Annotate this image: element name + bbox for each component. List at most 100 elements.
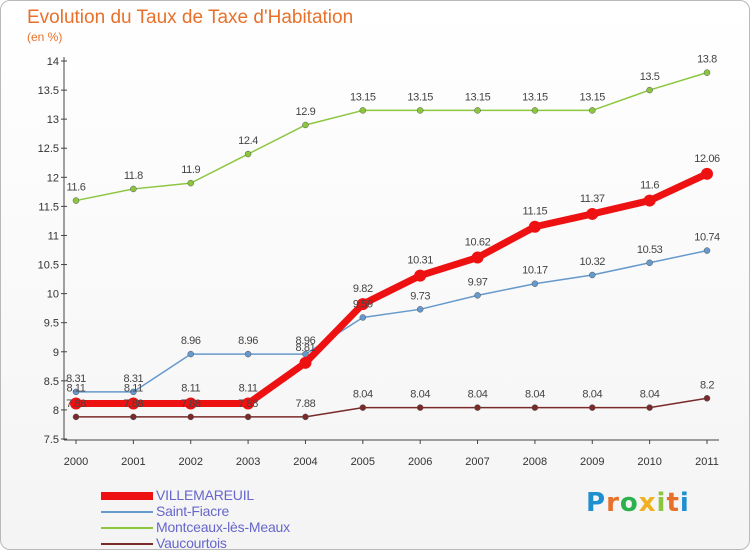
logo-letter: i xyxy=(656,488,667,518)
data-label-saint-fiacre: 10.32 xyxy=(580,256,606,268)
data-label-montceaux-les-meaux: 13.5 xyxy=(640,71,660,83)
data-point-montceaux-les-meaux xyxy=(531,107,539,114)
data-point-saint-fiacre xyxy=(187,350,194,358)
y-tick-label: 8 xyxy=(53,405,59,417)
x-tick-label: 2000 xyxy=(64,456,88,468)
data-point-villemareuil xyxy=(471,251,484,264)
data-label-montceaux-les-meaux: 13.15 xyxy=(407,91,433,103)
y-tick-label: 9 xyxy=(53,347,59,359)
data-point-villemareuil xyxy=(299,356,312,369)
data-point-saint-fiacre xyxy=(589,271,596,279)
logo-letter: x xyxy=(638,488,657,518)
data-point-villemareuil xyxy=(414,269,427,282)
data-point-saint-fiacre xyxy=(703,247,711,254)
x-tick-label: 2005 xyxy=(351,456,375,468)
y-tick-label: 13 xyxy=(47,114,59,126)
data-point-villemareuil xyxy=(701,167,713,180)
y-tick-label: 9.5 xyxy=(44,318,59,330)
data-label-saint-fiacre: 8.96 xyxy=(181,335,201,347)
data-label-saint-fiacre: 9.59 xyxy=(353,298,373,310)
data-label-vaucourtois: 8.04 xyxy=(640,389,660,401)
chart-title: Evolution du Taux de Taxe d'Habitation xyxy=(27,7,354,28)
data-point-saint-fiacre xyxy=(474,292,481,299)
data-label-vaucourtois: 8.2 xyxy=(700,379,714,391)
data-point-villemareuil xyxy=(643,194,656,207)
data-label-villemareuil: 10.31 xyxy=(407,255,433,267)
data-label-villemareuil: 10.62 xyxy=(465,237,491,249)
data-point-vaucourtois xyxy=(646,404,653,411)
data-point-saint-fiacre xyxy=(531,280,539,287)
data-point-montceaux-les-meaux xyxy=(646,86,653,94)
data-point-villemareuil xyxy=(528,220,541,233)
data-point-vaucourtois xyxy=(416,404,424,411)
data-label-montceaux-les-meaux: 13.15 xyxy=(465,91,491,103)
data-label-montceaux-les-meaux: 12.9 xyxy=(296,106,316,118)
data-point-montceaux-les-meaux xyxy=(302,121,309,129)
data-point-montceaux-les-meaux xyxy=(416,107,424,114)
data-point-villemareuil xyxy=(242,397,255,410)
logo-letter: o xyxy=(619,488,639,518)
data-label-vaucourtois: 8.04 xyxy=(582,389,602,401)
logo-letter: t xyxy=(666,488,680,518)
data-label-saint-fiacre: 10.74 xyxy=(694,232,720,244)
data-point-villemareuil xyxy=(586,207,599,220)
logo-letter: r xyxy=(606,488,620,518)
data-label-montceaux-les-meaux: 13.15 xyxy=(350,91,376,103)
data-label-saint-fiacre: 9.73 xyxy=(410,290,430,302)
data-point-villemareuil xyxy=(184,397,197,410)
data-point-villemareuil xyxy=(356,298,369,311)
data-point-villemareuil xyxy=(70,397,82,410)
data-point-vaucourtois xyxy=(703,395,711,402)
data-point-vaucourtois xyxy=(244,413,252,421)
data-label-vaucourtois: 8.04 xyxy=(353,389,373,401)
data-point-montceaux-les-meaux xyxy=(187,179,194,187)
data-point-saint-fiacre xyxy=(646,259,653,267)
data-label-vaucourtois: 7.88 xyxy=(238,398,258,410)
data-point-vaucourtois xyxy=(72,413,80,421)
data-label-saint-fiacre: 10.53 xyxy=(637,244,663,256)
x-tick-label: 2011 xyxy=(695,456,719,468)
x-tick-label: 2001 xyxy=(121,456,145,468)
y-tick-label: 8.5 xyxy=(44,376,59,388)
legend-swatch xyxy=(101,543,153,545)
data-point-saint-fiacre xyxy=(416,306,424,313)
data-label-villemareuil: 8.11 xyxy=(181,383,200,395)
y-tick-label: 7.5 xyxy=(44,434,59,446)
x-tick-label: 2010 xyxy=(637,456,661,468)
data-label-vaucourtois: 7.88 xyxy=(296,398,316,410)
data-point-montceaux-les-meaux xyxy=(703,69,711,76)
data-point-montceaux-les-meaux xyxy=(589,107,596,114)
x-tick-label: 2003 xyxy=(236,456,260,468)
y-tick-label: 13.5 xyxy=(38,85,59,97)
data-label-montceaux-les-meaux: 13.15 xyxy=(522,91,548,103)
data-point-montceaux-les-meaux xyxy=(474,107,481,114)
data-point-vaucourtois xyxy=(359,404,367,411)
data-point-montceaux-les-meaux xyxy=(244,150,252,158)
legend-label: VILLEMAREUIL xyxy=(156,487,254,503)
data-point-vaucourtois xyxy=(187,413,194,421)
data-point-montceaux-les-meaux xyxy=(72,197,80,204)
y-tick-label: 12 xyxy=(47,172,59,184)
data-label-saint-fiacre: 9.97 xyxy=(468,276,488,288)
legend-swatch xyxy=(101,527,153,529)
legend-label: Vaucourtois xyxy=(156,535,227,550)
legend-label: Saint-Fiacre xyxy=(156,503,230,519)
data-point-montceaux-les-meaux xyxy=(359,107,367,114)
data-label-villemareuil: 11.6 xyxy=(640,180,659,192)
y-tick-label: 10.5 xyxy=(38,260,59,272)
x-tick-label: 2009 xyxy=(580,456,604,468)
data-label-vaucourtois: 7.88 xyxy=(66,398,86,410)
data-label-villemareuil: 9.82 xyxy=(353,283,373,295)
data-label-saint-fiacre: 10.17 xyxy=(522,265,548,277)
data-label-vaucourtois: 7.88 xyxy=(181,398,201,410)
data-point-vaucourtois xyxy=(474,404,481,411)
series-line-montceaux-les-meaux xyxy=(75,71,708,202)
x-tick-label: 2008 xyxy=(523,456,547,468)
data-label-villemareuil: 11.15 xyxy=(523,206,548,218)
x-tick-label: 2007 xyxy=(465,456,489,468)
y-tick-label: 11 xyxy=(48,230,59,242)
data-label-montceaux-les-meaux: 11.8 xyxy=(124,170,143,182)
data-label-villemareuil: 8.11 xyxy=(239,383,258,395)
